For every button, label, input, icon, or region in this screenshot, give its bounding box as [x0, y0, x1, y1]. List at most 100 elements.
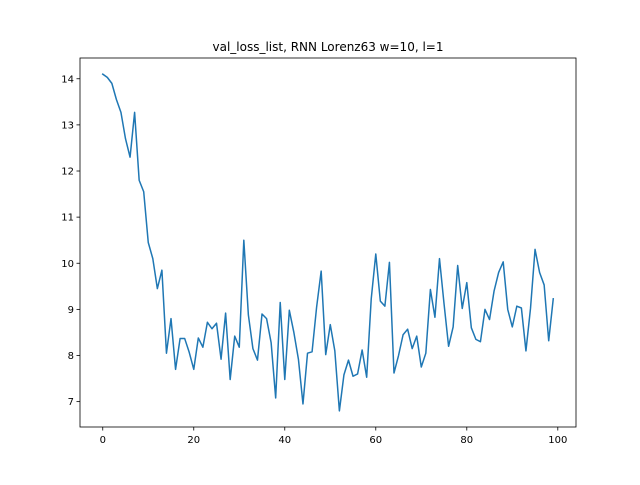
data-point: [261, 313, 262, 314]
y-tick-label: 11: [61, 213, 74, 224]
data-point: [225, 312, 226, 313]
data-point: [398, 355, 399, 356]
data-point: [434, 317, 435, 318]
data-point: [443, 303, 444, 304]
data-point: [343, 374, 344, 375]
data-point: [271, 342, 272, 343]
data-point: [480, 341, 481, 342]
data-point: [466, 282, 467, 283]
y-tick-label: 12: [61, 167, 74, 178]
data-point: [512, 326, 513, 327]
data-point: [484, 309, 485, 310]
data-point: [548, 340, 549, 341]
data-point: [298, 359, 299, 360]
x-tick-label: 60: [369, 435, 382, 446]
data-point: [139, 180, 140, 181]
data-point: [425, 353, 426, 354]
data-point: [393, 372, 394, 373]
data-point: [289, 310, 290, 311]
data-point: [471, 327, 472, 328]
data-point: [334, 350, 335, 351]
data-point: [412, 348, 413, 349]
data-point: [134, 112, 135, 113]
data-point: [220, 359, 221, 360]
data-point: [311, 351, 312, 352]
data-point: [321, 271, 322, 272]
data-point: [457, 265, 458, 266]
data-point: [120, 112, 121, 113]
data-point: [266, 318, 267, 319]
data-point: [302, 403, 303, 404]
y-tick-label: 7: [68, 397, 74, 408]
data-point: [107, 77, 108, 78]
data-point: [184, 338, 185, 339]
data-point: [380, 300, 381, 301]
data-point: [362, 349, 363, 350]
data-point: [157, 288, 158, 289]
data-point: [375, 253, 376, 254]
data-point: [284, 379, 285, 380]
chart-title: val_loss_list, RNN Lorenz63 w=10, l=1: [213, 40, 444, 54]
data-point: [475, 339, 476, 340]
y-tick-label: 13: [61, 120, 74, 131]
data-point: [316, 306, 317, 307]
data-point: [293, 332, 294, 333]
data-point: [371, 298, 372, 299]
data-point: [198, 337, 199, 338]
data-point: [384, 306, 385, 307]
data-point: [389, 262, 390, 263]
data-point: [211, 328, 212, 329]
data-point: [243, 240, 244, 241]
data-point: [416, 336, 417, 337]
data-point: [525, 350, 526, 351]
data-point: [339, 410, 340, 411]
data-point: [534, 249, 535, 250]
data-point: [193, 369, 194, 370]
data-point: [189, 352, 190, 353]
data-point: [175, 369, 176, 370]
data-point: [102, 74, 103, 75]
data-point: [489, 319, 490, 320]
data-point: [402, 334, 403, 335]
y-tick-label: 10: [61, 259, 74, 270]
data-point: [348, 360, 349, 361]
data-point: [129, 157, 130, 158]
data-point: [330, 324, 331, 325]
data-point: [516, 306, 517, 307]
y-tick-label: 14: [61, 74, 74, 85]
data-point: [148, 242, 149, 243]
data-point: [180, 338, 181, 339]
x-tick-label: 80: [460, 435, 473, 446]
y-tick-label: 9: [68, 305, 74, 316]
data-point: [234, 336, 235, 337]
data-point: [125, 138, 126, 139]
data-point: [152, 258, 153, 259]
data-point: [366, 377, 367, 378]
data-point: [143, 191, 144, 192]
data-point: [544, 284, 545, 285]
data-point: [116, 99, 117, 100]
data-point: [498, 272, 499, 273]
data-point: [439, 258, 440, 259]
y-tick-label: 8: [68, 351, 74, 362]
x-tick-label: 20: [187, 435, 200, 446]
data-point: [430, 289, 431, 290]
data-point: [462, 308, 463, 309]
data-point: [507, 309, 508, 310]
data-point: [521, 307, 522, 308]
axes-frame: [79, 57, 577, 428]
data-point: [453, 326, 454, 327]
data-point: [407, 329, 408, 330]
x-tick-label: 0: [100, 435, 106, 446]
data-point: [530, 308, 531, 309]
data-point: [230, 379, 231, 380]
data-point: [325, 354, 326, 355]
data-point: [493, 290, 494, 291]
plot-area: 0 20 40 60 80 100 7 8 9 10 11 12 13 14: [61, 57, 577, 446]
data-point: [170, 318, 171, 319]
series-line: [101, 73, 555, 412]
data-point: [280, 302, 281, 303]
data-point: [202, 347, 203, 348]
